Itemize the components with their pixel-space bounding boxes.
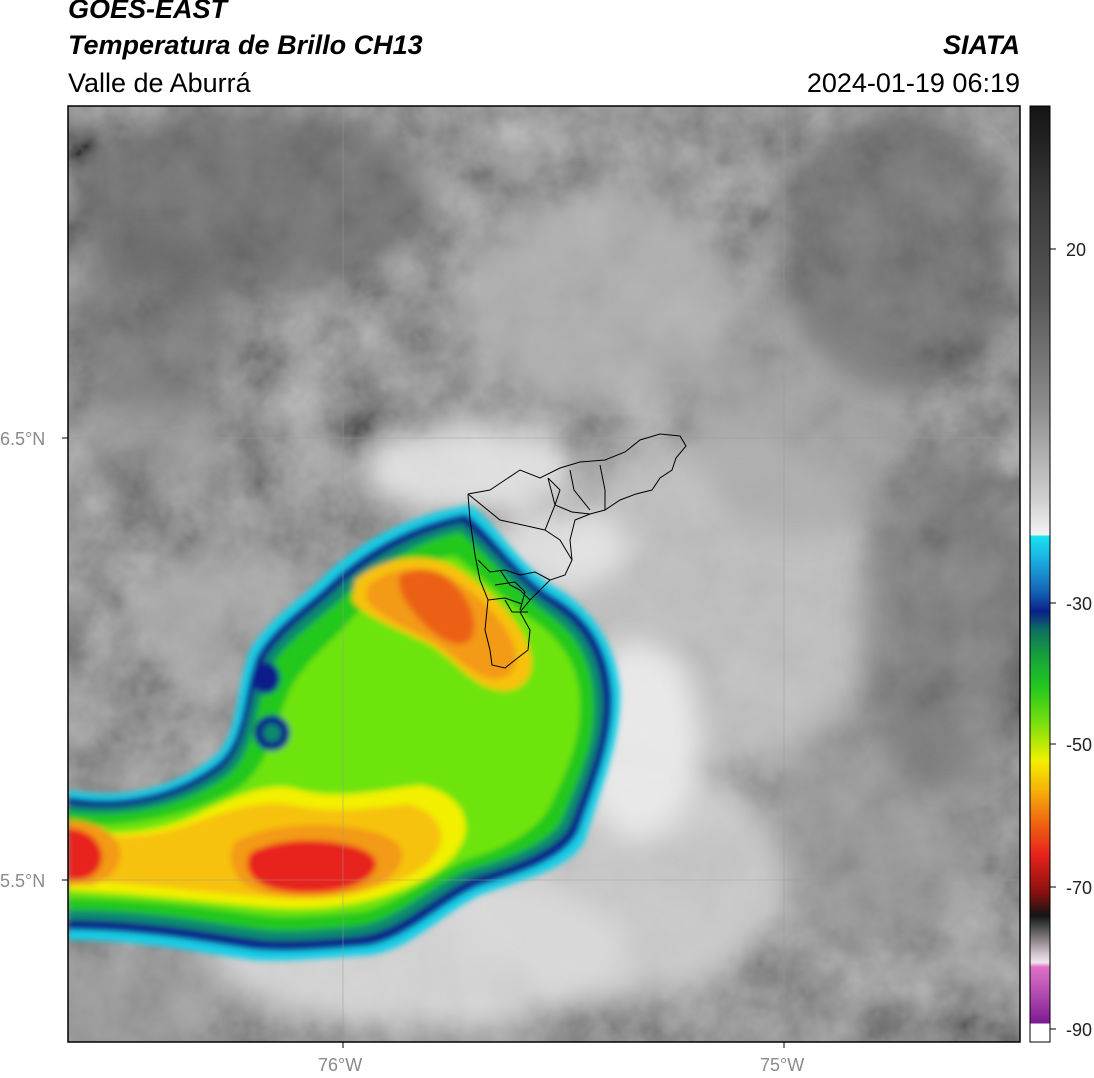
lon-label-76: 76°W: [318, 1055, 363, 1075]
product-title: Temperatura de Brillo CH13: [68, 30, 423, 60]
lon-label-75: 75°W: [760, 1055, 805, 1075]
colorbar-tick-minus70: -70: [1066, 878, 1093, 898]
satellite-title: GOES-EAST: [68, 0, 228, 24]
colorbar-tick-minus30: -30: [1066, 594, 1093, 614]
timestamp-label: 2024-01-19 06:19: [806, 68, 1020, 98]
lat-label-5-5: 5.5°N: [0, 871, 46, 891]
lat-label-6-5: 6.5°N: [0, 429, 46, 449]
agency-label: SIATA: [943, 30, 1020, 60]
colorbar-tick-minus50: -50: [1066, 735, 1093, 755]
colorbar-tick-20: 20: [1066, 240, 1087, 260]
region-label: Valle de Aburrá: [68, 68, 251, 98]
colorbar-tick-minus90: -90: [1066, 1020, 1093, 1040]
municipal-boundaries: [467, 433, 687, 669]
